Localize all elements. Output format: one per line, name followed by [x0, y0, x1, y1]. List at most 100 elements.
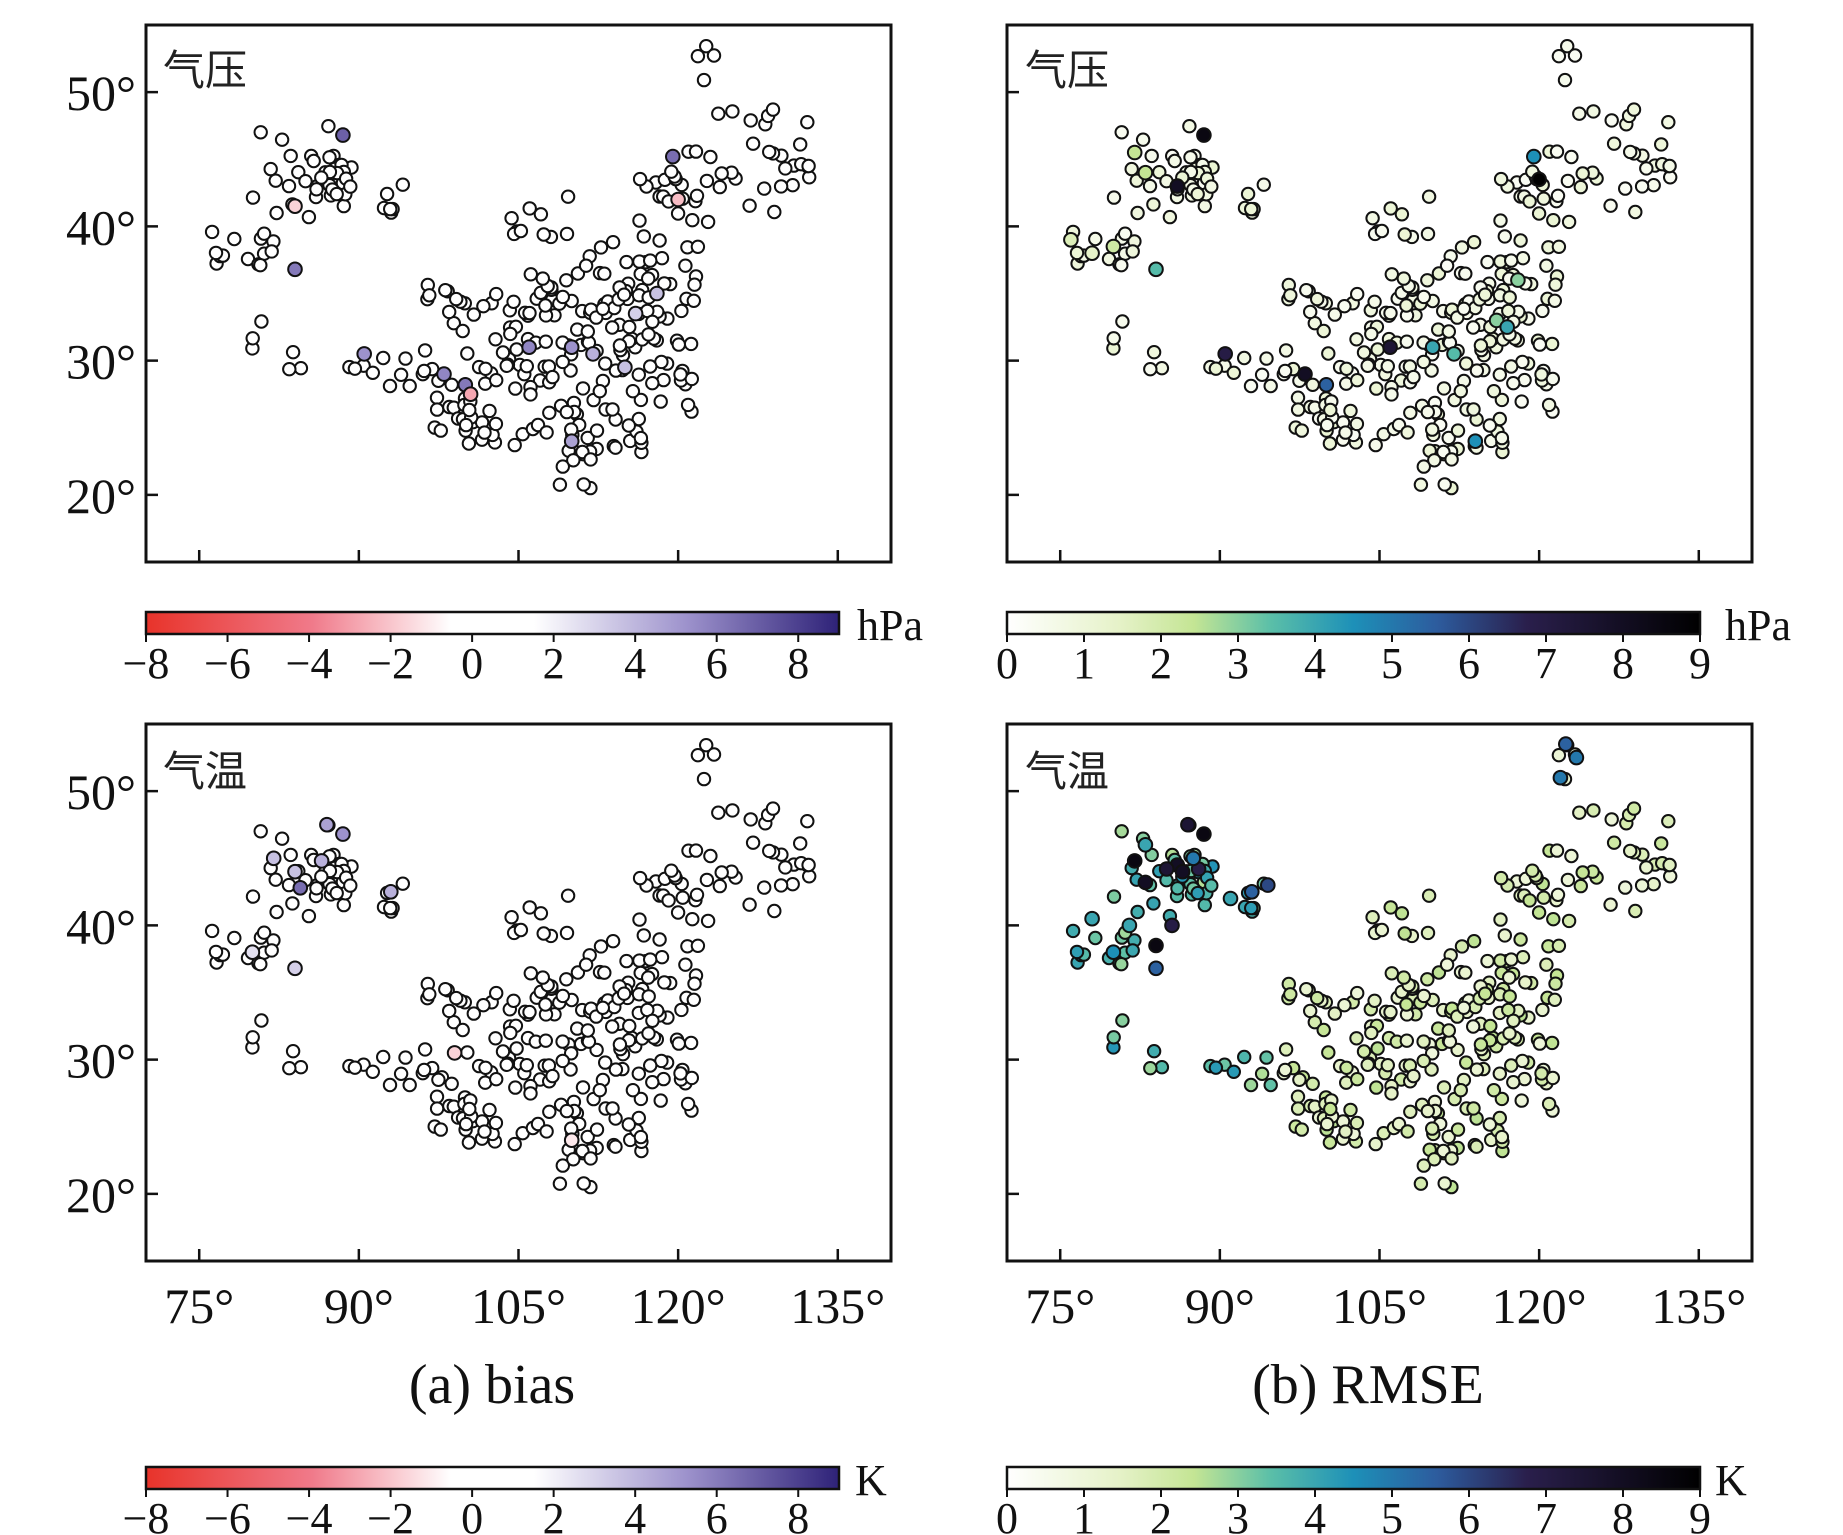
- station-marker: [725, 104, 740, 119]
- station-marker: [336, 897, 351, 913]
- colorbar-tick-label: 7: [1535, 639, 1557, 688]
- station-marker: [714, 865, 729, 880]
- station-marker: [1504, 359, 1519, 374]
- station-marker: [269, 904, 284, 920]
- station-marker: [678, 957, 693, 972]
- station-marker: [633, 1091, 649, 1107]
- station-marker: [1299, 283, 1314, 298]
- station-marker: [382, 1077, 398, 1093]
- station-marker: [1338, 1124, 1353, 1139]
- station-marker: [1277, 1062, 1293, 1078]
- station-marker: [1421, 888, 1437, 903]
- station-marker: [523, 387, 538, 402]
- station-marker: [1370, 342, 1385, 357]
- x-tick-label: 90°: [324, 1278, 394, 1334]
- colorbar-unit: hPa: [857, 601, 923, 650]
- station-marker: [1164, 917, 1180, 934]
- station-marker: [1360, 1057, 1375, 1073]
- station-marker: [416, 1062, 432, 1078]
- station-marker: [1367, 993, 1382, 1008]
- station-marker: [1561, 214, 1577, 230]
- station-marker: [714, 166, 729, 181]
- colorbar-tick-label: 4: [1304, 1494, 1326, 1535]
- station-marker: [539, 425, 554, 440]
- station-marker: [1441, 1129, 1456, 1145]
- station-marker: [1437, 1176, 1452, 1191]
- station-marker: [1319, 1116, 1335, 1132]
- station-marker: [455, 323, 470, 339]
- colorbar-tick-label: −4: [286, 639, 333, 688]
- station-marker: [641, 970, 656, 985]
- station-marker: [489, 286, 504, 302]
- station-marker: [478, 1060, 493, 1076]
- station-marker: [442, 1003, 457, 1019]
- station-marker: [204, 224, 220, 240]
- colorbar-tick-label: 4: [624, 1494, 646, 1535]
- station-marker: [597, 965, 612, 980]
- station-marker: [1551, 748, 1567, 763]
- station-marker: [282, 362, 297, 377]
- station-marker: [287, 960, 303, 977]
- station-marker: [466, 307, 481, 322]
- station-marker: [1294, 1122, 1310, 1137]
- station-marker: [1473, 338, 1489, 353]
- station-marker: [365, 365, 380, 380]
- station-marker: [617, 359, 633, 376]
- station-marker: [1416, 1034, 1431, 1049]
- station-marker: [742, 897, 757, 912]
- station-marker: [706, 747, 722, 762]
- station-marker: [449, 990, 464, 1006]
- station-marker: [283, 148, 298, 164]
- colorbar-rmse-hpa: hPa 0 1 2 3 4 5 6 7 8 9: [996, 601, 1791, 688]
- station-marker: [398, 351, 413, 366]
- station-marker: [595, 1000, 610, 1015]
- station-marker: [533, 207, 549, 222]
- colorbar-tick-label: 1: [1073, 1494, 1095, 1535]
- station-marker: [585, 346, 601, 362]
- station-marker: [1240, 186, 1256, 202]
- station-marker: [449, 291, 464, 307]
- colorbar-tick-label: 3: [1227, 1494, 1249, 1535]
- station-marker: [545, 1068, 560, 1084]
- station-marker: [641, 1026, 656, 1041]
- station-marker: [1427, 1152, 1442, 1167]
- station-marker: [670, 191, 686, 208]
- station-marker: [287, 863, 303, 880]
- x-tick-label: 75°: [164, 1278, 234, 1334]
- station-marker: [633, 1129, 649, 1145]
- station-marker: [1243, 378, 1259, 394]
- station-marker: [1604, 812, 1619, 827]
- station-marker: [1494, 430, 1510, 446]
- station-marker: [559, 404, 574, 420]
- station-marker: [1586, 104, 1601, 119]
- station-marker: [1459, 356, 1474, 371]
- station-marker: [1560, 39, 1575, 54]
- station-marker: [1254, 1066, 1270, 1082]
- station-marker: [319, 816, 335, 833]
- station-marker: [1560, 173, 1576, 189]
- station-marker: [1204, 179, 1219, 194]
- caption-a: (a) bias: [409, 1354, 575, 1416]
- station-marker: [1458, 965, 1473, 980]
- station-marker: [1121, 917, 1138, 934]
- station-marker: [1399, 298, 1414, 313]
- station-marker: [1382, 339, 1398, 356]
- station-marker: [416, 363, 432, 379]
- station-marker: [641, 989, 656, 1004]
- station-marker: [1303, 1003, 1318, 1019]
- station-marker: [245, 190, 261, 205]
- station-marker: [616, 287, 632, 302]
- station-marker: [285, 896, 300, 911]
- station-marker: [1115, 314, 1130, 329]
- station-marker: [1477, 287, 1493, 302]
- colorbar-tick-label: 6: [706, 639, 728, 688]
- stations-layer: [1065, 736, 1678, 1195]
- station-marker: [621, 418, 636, 433]
- station-marker: [507, 437, 522, 453]
- station-marker: [499, 1057, 514, 1073]
- station-marker: [1539, 258, 1554, 273]
- station-marker: [1493, 912, 1508, 927]
- station-marker: [1374, 223, 1390, 239]
- station-marker: [263, 161, 278, 177]
- station-marker: [347, 361, 363, 376]
